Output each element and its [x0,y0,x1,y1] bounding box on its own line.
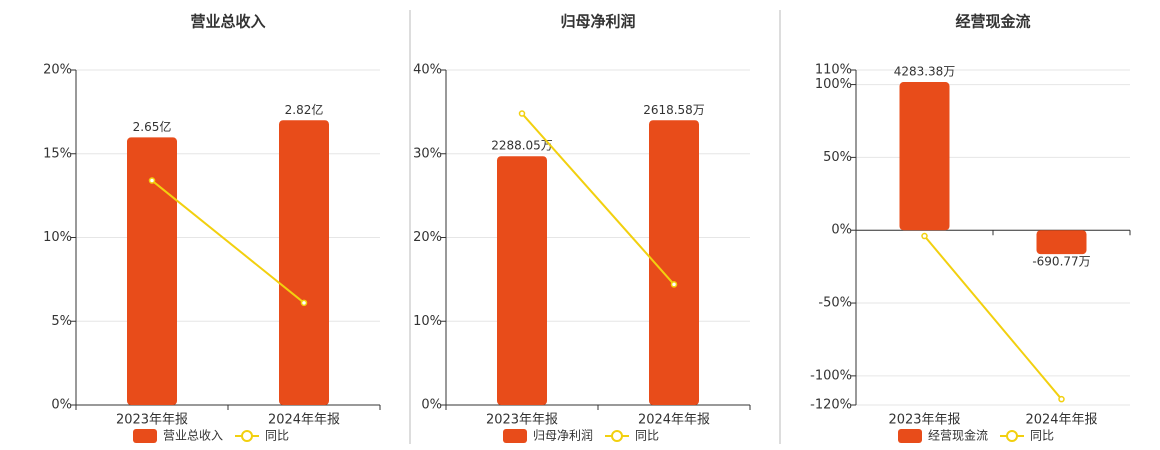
y-tick-label: 100% [815,77,852,92]
y-tick-label: -100% [810,368,852,383]
legend-label: 同比 [635,429,659,443]
y-tick-label: 40% [413,63,442,78]
y-tick-label: 30% [413,146,442,161]
x-tick-label: 2024年年报 [268,413,340,428]
x-tick-label: 2024年年报 [1025,413,1097,428]
legend-label: 同比 [265,429,289,443]
line-point [670,281,678,288]
line-point [300,299,308,307]
chart-title: 营业总收入 [190,13,265,31]
bar [279,120,329,405]
bar [127,137,177,406]
x-tick-label: 2024年年报 [638,413,710,428]
y-tick-label: 20% [413,230,442,245]
legend-label: 归母净利润 [533,429,593,443]
y-tick-label: 50% [823,150,852,165]
legend-swatch [503,429,527,443]
legend-swatch [898,429,922,443]
bar [1036,230,1087,255]
line [151,179,305,304]
y-tick-label: 5% [51,314,72,329]
y-tick-label: -120% [810,398,852,413]
bar [649,120,699,405]
legend-label: 同比 [1030,429,1054,443]
legend-marker [241,430,253,442]
chart-title: 归母净利润 [560,13,635,31]
y-tick-label: 110% [815,63,852,78]
value-label: 2.82亿 [285,102,324,117]
x-tick-label: 2023年年报 [116,413,188,428]
y-tick-label: 10% [413,314,442,329]
line [923,235,1063,400]
line-point [148,177,156,184]
y-tick-label: 10% [43,230,72,245]
y-tick-label: 20% [43,63,72,78]
legend-label: 营业总收入 [163,429,223,443]
x-tick-label: 2023年年报 [888,413,960,428]
chart-title: 经营现金流 [955,13,1030,31]
y-tick-label: 0% [51,398,72,413]
value-label: -690.77万 [1032,255,1090,269]
legend-marker [611,430,623,442]
value-label: 2288.05万 [491,139,553,153]
legend-swatch [133,429,157,443]
line-point [1058,395,1065,403]
x-tick-label: 2023年年报 [486,413,558,428]
y-tick-label: 0% [831,223,852,238]
bar [497,156,547,405]
y-tick-label: -50% [818,296,852,311]
y-tick-label: 15% [43,146,72,161]
value-label: 4283.38万 [894,65,956,79]
y-tick-label: 0% [421,398,442,413]
bar [899,82,950,231]
line-point [921,232,928,240]
line-point [518,110,526,117]
line [521,112,675,286]
value-label: 2618.58万 [643,103,705,117]
legend-marker [1006,430,1018,442]
legend-label: 经营现金流 [928,428,988,443]
value-label: 2.65亿 [133,119,172,134]
